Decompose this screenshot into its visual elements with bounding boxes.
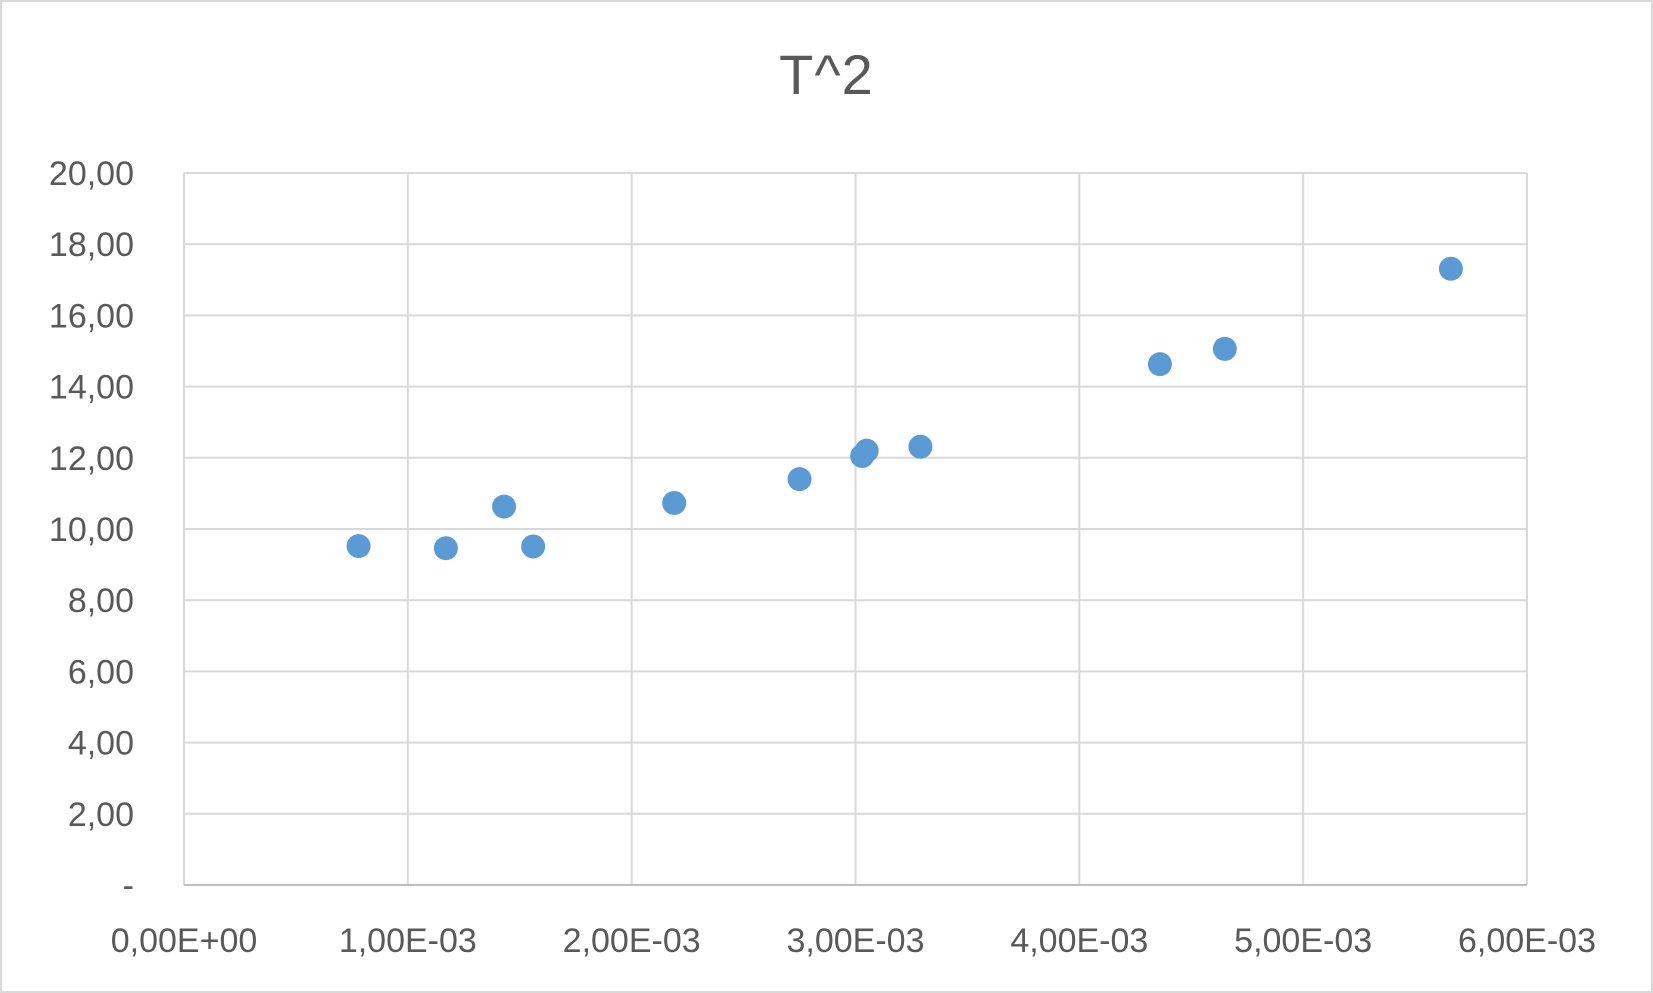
data-point	[662, 491, 687, 516]
x-tick-label: 6,00E-03	[1458, 922, 1596, 960]
data-point	[1212, 336, 1237, 361]
x-tick-label: 1,00E-03	[339, 922, 477, 960]
data-point	[433, 536, 458, 561]
y-tick-label: 2,00	[68, 796, 134, 834]
x-tick-label: 3,00E-03	[787, 922, 925, 960]
chart-title: T^2	[779, 43, 874, 106]
y-tick-label: 12,00	[49, 440, 134, 478]
y-tick-label: 16,00	[49, 297, 134, 335]
y-tick-label: 8,00	[68, 582, 134, 620]
grid-layer	[183, 172, 1528, 886]
data-point	[787, 467, 812, 492]
y-tick-label: 20,00	[49, 155, 134, 193]
axis-layer: - 2,00 4,00 6,00 8,00 10,00 12,00 14,00 16,00 18,…	[49, 155, 1596, 960]
data-point	[492, 494, 517, 519]
y-tick-label: -	[123, 867, 134, 905]
x-tick-label: 2,00E-03	[563, 922, 701, 960]
y-tick-label: 18,00	[49, 226, 134, 264]
data-point	[521, 534, 546, 559]
y-tick-label: 4,00	[68, 725, 134, 763]
data-point	[1438, 256, 1463, 281]
x-tick-label: 4,00E-03	[1010, 922, 1148, 960]
data-point	[908, 434, 933, 459]
data-point	[346, 534, 371, 559]
x-tick-label: 0,00E+00	[111, 922, 258, 960]
data-point	[854, 438, 879, 463]
y-tick-label: 10,00	[49, 511, 134, 549]
y-tick-label: 14,00	[49, 369, 134, 407]
x-tick-label: 5,00E-03	[1234, 922, 1372, 960]
y-tick-label: 6,00	[68, 653, 134, 691]
points-layer	[346, 256, 1463, 561]
data-point	[1147, 352, 1172, 377]
